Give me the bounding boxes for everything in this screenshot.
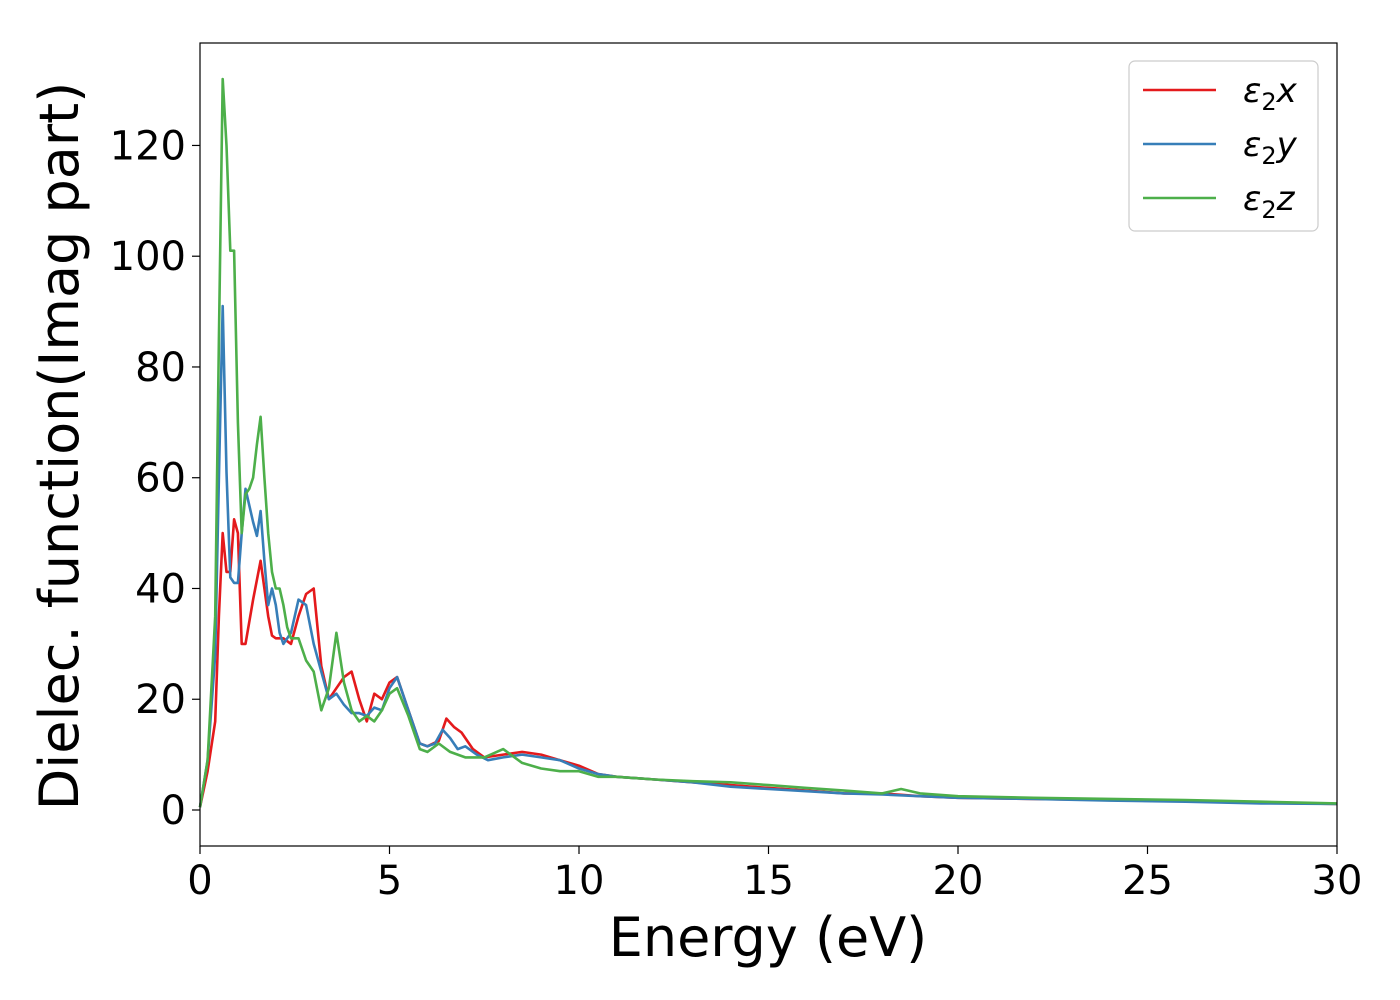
y-tick-label: 120 — [110, 123, 186, 169]
y-tick-label: 60 — [135, 456, 186, 502]
x-tick-label: 5 — [377, 858, 402, 904]
series-line-z — [198, 77, 1338, 808]
x-tick-label: 15 — [743, 858, 794, 904]
y-tick-label: 100 — [110, 234, 186, 280]
x-axis: 0 5 10 15 20 25 30 — [187, 846, 1362, 904]
series-layer — [198, 77, 1338, 808]
x-tick-label: 30 — [1312, 858, 1363, 904]
y-tick-label: 20 — [135, 677, 186, 723]
x-tick-label: 20 — [933, 858, 984, 904]
legend: ε2x ε2y ε2z — [1128, 60, 1319, 232]
x-axis-label: Energy (eV) — [609, 906, 928, 969]
y-tick-label: 0 — [161, 788, 186, 834]
x-tick-label: 0 — [187, 858, 212, 904]
legend-label-z: ε2z — [1243, 179, 1296, 224]
y-tick-label: 80 — [135, 345, 186, 391]
legend-label-x: ε2x — [1243, 71, 1298, 116]
y-axis-label: Dielec. function(Imag part) — [28, 82, 91, 811]
x-tick-label: 10 — [554, 858, 605, 904]
y-axis: 0 20 40 60 80 100 120 — [110, 123, 200, 834]
legend-label-y: ε2y — [1243, 125, 1298, 170]
legend-box — [1128, 60, 1319, 232]
x-tick-label: 25 — [1122, 858, 1173, 904]
y-tick-label: 40 — [135, 566, 186, 612]
